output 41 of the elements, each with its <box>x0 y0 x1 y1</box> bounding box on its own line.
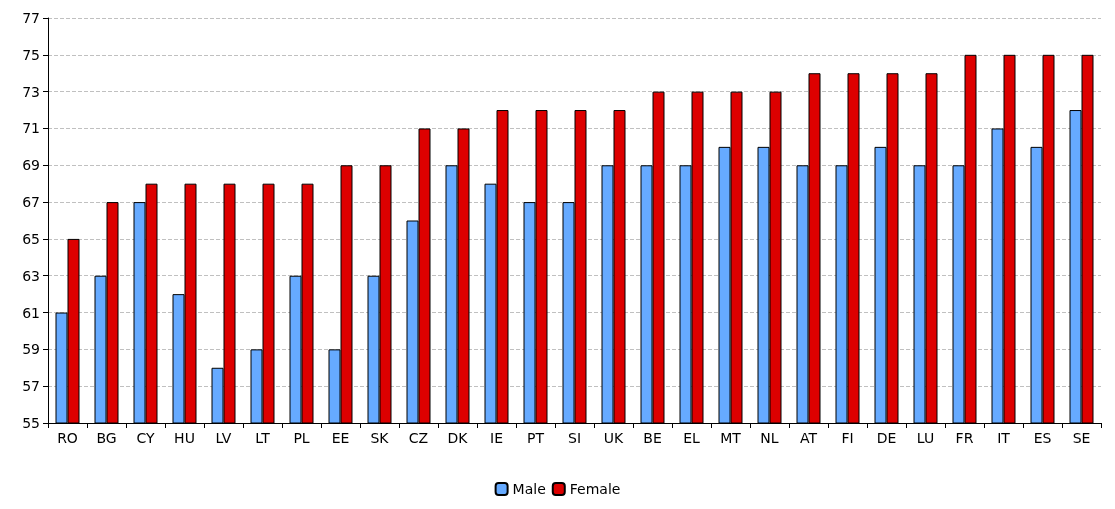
x-tick-label: NL <box>760 430 779 446</box>
y-tick-label: 59 <box>22 341 40 358</box>
x-tick-label: SK <box>370 430 390 446</box>
x-tick-label: PL <box>293 430 310 446</box>
y-tick-label: 69 <box>22 157 40 174</box>
x-tick-label: FI <box>841 430 854 446</box>
x-tick-label: EE <box>331 430 350 446</box>
x-tick-label: IE <box>490 430 503 446</box>
y-tick-label: 65 <box>22 230 40 247</box>
legend-label: Male <box>512 481 546 497</box>
x-tick-label: EL <box>683 430 701 446</box>
x-tick-label: IT <box>997 430 1011 446</box>
x-tick-label: BG <box>96 430 117 446</box>
x-tick-label: ES <box>1033 430 1052 446</box>
x-tick-label: RO <box>57 430 78 446</box>
x-tick-label: HU <box>174 430 195 446</box>
x-tick-label: LV <box>215 430 232 446</box>
x-tick-label: MT <box>720 430 742 446</box>
legend-label: Female <box>569 481 621 497</box>
x-tick-label: DE <box>876 430 897 446</box>
x-tick-label: PT <box>527 430 545 446</box>
y-tick-label: 57 <box>22 378 40 395</box>
y-tick-label: 61 <box>22 304 40 321</box>
y-tick-label: 77 <box>22 10 40 26</box>
x-tick-label: SI <box>567 430 582 446</box>
y-tick-label: 75 <box>22 46 40 63</box>
y-tick-label: 71 <box>22 120 40 137</box>
x-tick-label: LU <box>916 430 935 446</box>
y-tick-label: 67 <box>22 194 40 211</box>
x-tick-label: FR <box>955 430 974 446</box>
x-tick-label: LT <box>255 430 271 446</box>
y-tick-label: 55 <box>22 415 40 431</box>
x-tick-label: CY <box>136 430 155 446</box>
x-tick-label: DK <box>447 430 469 446</box>
x-tick-label: SE <box>1072 430 1091 446</box>
x-tick-label: BE <box>643 430 662 446</box>
x-tick-label: CZ <box>408 430 429 446</box>
y-tick-label: 63 <box>22 267 40 284</box>
x-tick-label: AT <box>799 430 818 446</box>
x-tick-label: UK <box>603 430 625 446</box>
y-tick-label: 73 <box>22 83 40 100</box>
